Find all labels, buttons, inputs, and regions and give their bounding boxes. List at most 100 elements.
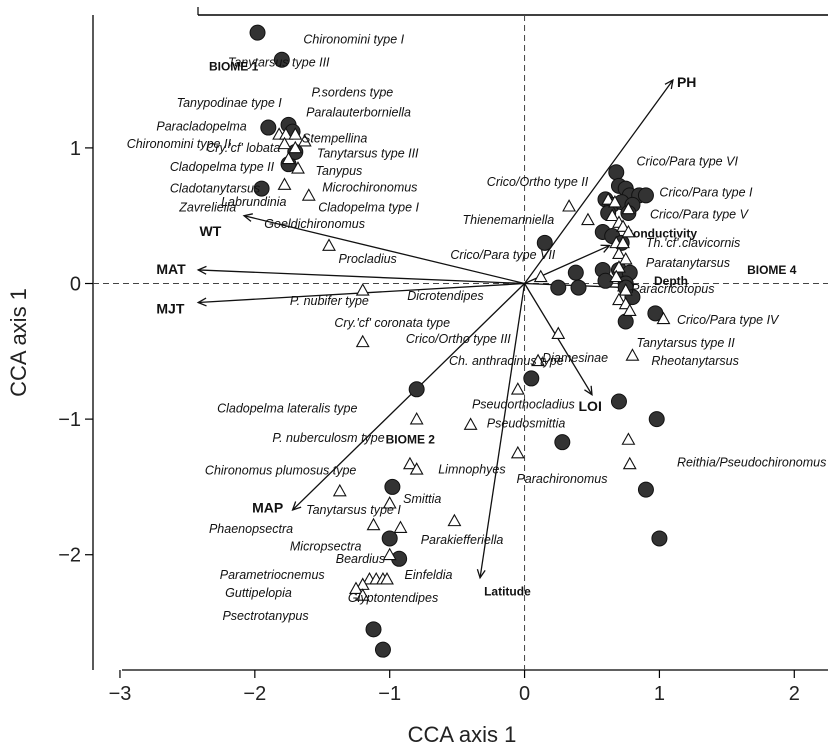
- taxon-label: Cladopelma lateralis type: [217, 401, 357, 415]
- x-axis-label: CCA axis 1: [408, 722, 517, 747]
- taxon-point: [656, 311, 671, 325]
- taxon-point: [382, 496, 397, 509]
- taxon-point: [601, 192, 616, 205]
- taxon-label: Micropsectra: [290, 540, 362, 554]
- taxon-point: [322, 238, 336, 251]
- site-point: [637, 187, 654, 204]
- arrowhead-mjt: [196, 297, 207, 307]
- taxon-label: Microchironomus: [322, 180, 417, 194]
- site-point: [617, 313, 634, 330]
- taxon-label: Einfeldia: [405, 568, 453, 582]
- vector-loi: [524, 283, 593, 396]
- taxon-label: P. nuberculosm type: [272, 431, 384, 445]
- taxon-label: Chironomus plumosus type: [205, 464, 357, 478]
- site-point: [384, 478, 401, 495]
- vector-label-wt: WT: [200, 223, 222, 239]
- taxon-label: Procladius: [338, 252, 396, 266]
- site-point: [536, 234, 553, 251]
- taxon-point: [349, 581, 363, 594]
- taxon-label: Glyptontendipes: [348, 591, 438, 605]
- taxon-label: Smittia: [403, 492, 441, 506]
- taxon-point: [531, 353, 545, 367]
- plot-frame: [92, 7, 828, 671]
- y-tick-label: 0: [70, 274, 81, 296]
- taxon-label: Paralauterborniella: [306, 106, 411, 120]
- taxon-label: Dicrotendipes: [407, 289, 483, 303]
- vector-label-depth: Depth: [654, 274, 688, 288]
- taxon-label: Th.'cf'.clavicornis: [646, 236, 740, 250]
- taxon-point: [622, 303, 637, 316]
- taxon-point: [612, 246, 626, 260]
- vector-label-map: MAP: [252, 500, 283, 516]
- arrowhead-latitude: [476, 568, 486, 580]
- taxon-label: Tanypodinae type I: [177, 96, 283, 110]
- taxon-label: Chironomini type I: [303, 32, 404, 46]
- axes: −3 −2 −1 0 1 2 −2 −1 0 1: [58, 138, 800, 705]
- taxon-point: [297, 133, 312, 147]
- taxon-point: [402, 456, 417, 470]
- taxon-point: [612, 292, 626, 306]
- taxon-point: [463, 417, 478, 430]
- taxon-label: Pseudosmittia: [487, 416, 566, 430]
- taxon-point: [605, 208, 620, 222]
- site-point: [651, 530, 668, 547]
- taxa-labels: Chironomini type I Tanytarsus type III P.s…: [127, 32, 827, 622]
- vector-wt: [243, 215, 525, 285]
- y-tick-label: 1: [70, 138, 81, 160]
- site-point: [374, 641, 391, 658]
- taxon-label: Crico/Para type VII: [450, 248, 555, 262]
- taxon-point: [393, 520, 408, 533]
- taxon-label: Parakiefferiella: [421, 533, 504, 547]
- taxon-label: Cry.'cf' coronata type: [334, 316, 450, 330]
- taxon-point: [447, 513, 462, 527]
- arrowhead-map: [291, 501, 302, 512]
- taxon-point: [380, 572, 394, 585]
- vector-ph: [524, 79, 674, 284]
- taxon-point: [409, 462, 424, 475]
- taxon-label: P.sordens type: [311, 85, 393, 99]
- taxon-label: Goeldichironomus: [264, 217, 365, 231]
- taxon-label: Reithia/Pseudochironomus: [677, 456, 826, 470]
- taxon-label: Crico/Ortho type II: [487, 175, 589, 189]
- vector-label-mjt: MJT: [156, 300, 184, 316]
- taxon-label: Rheotanytarsus: [651, 354, 739, 368]
- site-point: [608, 164, 625, 181]
- taxon-point: [616, 235, 630, 249]
- y-tick-label: −2: [58, 545, 81, 567]
- taxon-label: Diamesinae: [542, 351, 608, 365]
- taxon-point: [291, 161, 305, 174]
- taxon-point: [382, 547, 397, 561]
- taxon-label: Tanytarsus type I: [306, 503, 401, 517]
- taxon-point: [612, 260, 626, 273]
- taxon-label: Pseudorthocladius: [472, 397, 575, 411]
- y-tick-label: −1: [58, 409, 81, 431]
- x-tick-label: 2: [789, 683, 800, 705]
- site-point: [637, 481, 654, 498]
- taxon-point: [355, 588, 370, 601]
- taxon-label: Parametriocnemus: [220, 568, 325, 582]
- taxon-point: [621, 201, 636, 215]
- x-tick-label: −3: [109, 683, 132, 705]
- taxon-point: [355, 283, 370, 296]
- taxon-point: [277, 177, 292, 190]
- taxon-point: [621, 224, 636, 238]
- arrowhead-ph: [664, 78, 674, 90]
- vector-label-mat: MAT: [156, 261, 186, 277]
- taxon-point: [355, 334, 370, 348]
- y-axis-label: CCA axis 1: [6, 288, 31, 397]
- taxon-label: Stempellina: [302, 131, 367, 145]
- taxon-point: [301, 188, 316, 201]
- taxon-point: [625, 348, 640, 361]
- site-points: [249, 24, 668, 658]
- site-point: [523, 370, 540, 387]
- taxon-label: Ch. anthracinus type: [449, 354, 564, 368]
- taxon-point: [366, 517, 381, 531]
- taxon-point: [510, 382, 525, 395]
- vector-label-conductivity: Conductivity: [624, 226, 697, 240]
- taxon-point: [533, 269, 548, 283]
- vector-label-loi: LOI: [579, 398, 602, 414]
- taxon-label: Tanytarsus type III: [317, 146, 419, 160]
- taxon-label: Thienemanniella: [463, 213, 555, 227]
- site-point: [610, 393, 627, 410]
